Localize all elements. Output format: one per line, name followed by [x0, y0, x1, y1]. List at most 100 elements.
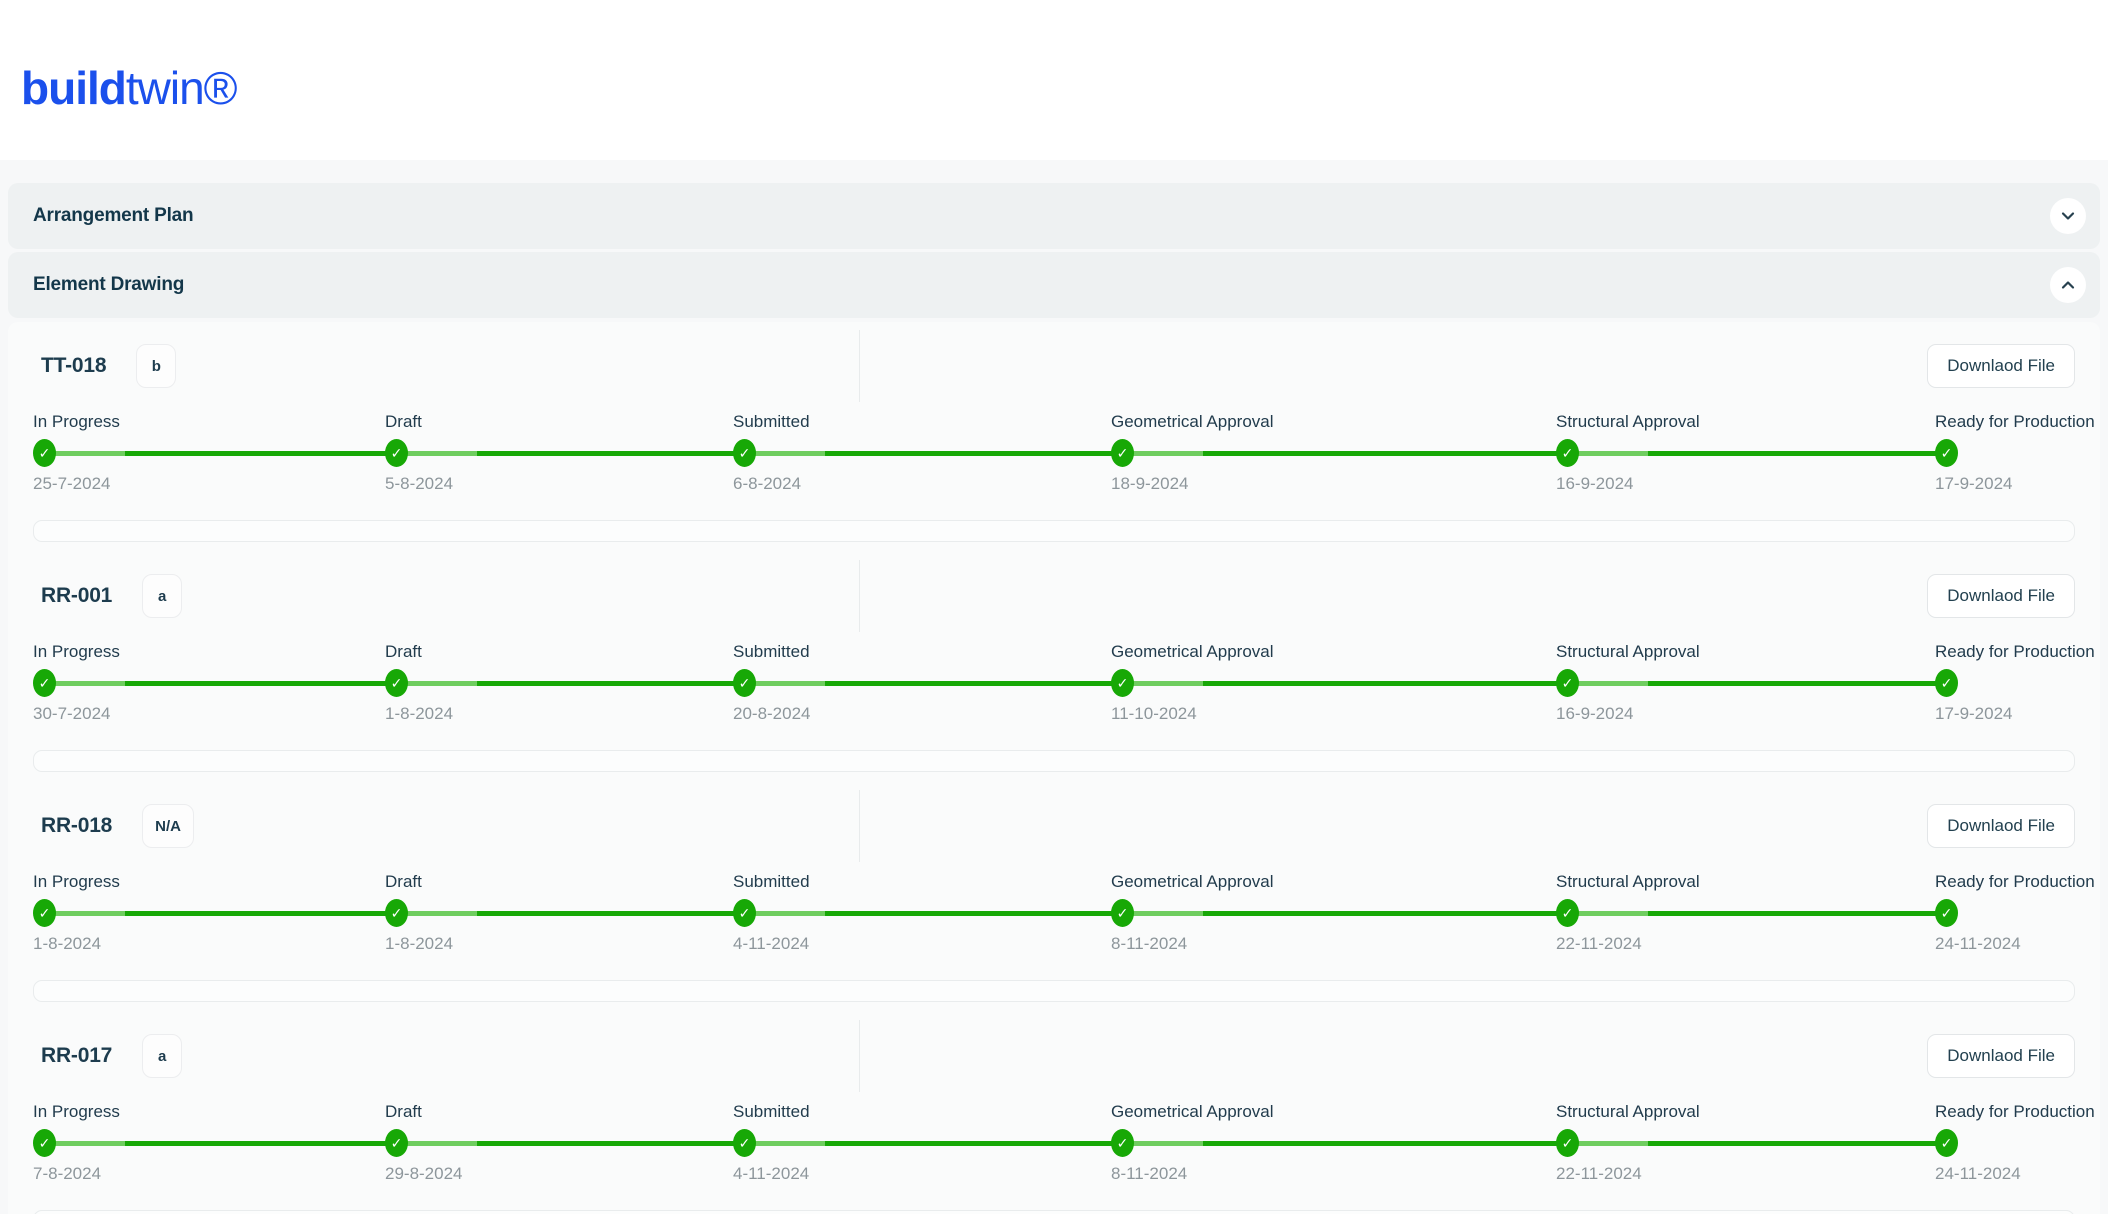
check-icon: ✓	[385, 669, 408, 697]
timeline-step: In Progress ✓ 30-7-2024	[33, 640, 397, 724]
check-icon: ✓	[1111, 439, 1134, 467]
logo-text-bold: build	[21, 62, 127, 114]
step-connector	[405, 910, 745, 916]
step-node: ✓	[1935, 1128, 2095, 1158]
step-date: 8-11-2024	[1111, 1164, 1188, 1183]
check-icon: ✓	[33, 669, 56, 697]
step-node: ✓	[385, 1128, 745, 1158]
check-icon: ✓	[1556, 899, 1579, 927]
chevron-down-icon[interactable]	[2050, 198, 2086, 234]
step-date: 8-11-2024	[1111, 934, 1188, 953]
step-node: ✓	[1935, 438, 2095, 468]
timeline-step: Submitted ✓ 4-11-2024	[733, 1100, 1123, 1184]
step-connector	[1576, 910, 1947, 916]
step-node: ✓	[385, 898, 745, 928]
element-card: RR-001 a Downlaod File In Progress ✓ 30-…	[8, 552, 2100, 782]
check-icon: ✓	[733, 439, 756, 467]
card-header-left: RR-001 a	[33, 560, 860, 632]
timeline-step: Structural Approval ✓ 16-9-2024	[1556, 640, 1947, 724]
step-label: Submitted	[733, 412, 810, 431]
download-file-button[interactable]: Downlaod File	[1927, 1034, 2075, 1078]
step-label: Draft	[385, 642, 422, 661]
timeline-step: Draft ✓ 5-8-2024	[385, 410, 745, 494]
timeline-step: Ready for Production ✓ 17-9-2024	[1935, 410, 2095, 494]
card-header: RR-001 a Downlaod File	[33, 560, 2075, 632]
comment-bar	[33, 980, 2075, 1002]
timeline-step: In Progress ✓ 25-7-2024	[33, 410, 397, 494]
buildtwin-logo: buildtwin®	[21, 56, 238, 120]
step-label: Submitted	[733, 872, 810, 891]
card-header-right: Downlaod File	[860, 560, 2075, 632]
card-header: TT-018 b Downlaod File	[33, 330, 2075, 402]
accordion-title: Element Drawing	[33, 274, 185, 295]
step-label: Ready for Production	[1935, 642, 2095, 661]
step-label: Submitted	[733, 1102, 810, 1121]
timeline-step: Ready for Production ✓ 24-11-2024	[1935, 1100, 2095, 1184]
accordion-element-drawing[interactable]: Element Drawing	[8, 252, 2100, 318]
step-connector	[753, 910, 1123, 916]
step-date: 24-11-2024	[1935, 1164, 2021, 1183]
step-connector	[753, 680, 1123, 686]
check-icon: ✓	[1111, 669, 1134, 697]
step-node: ✓	[1111, 438, 1568, 468]
step-label: Submitted	[733, 642, 810, 661]
step-date: 22-11-2024	[1556, 934, 1642, 953]
check-icon: ✓	[1111, 1129, 1134, 1157]
check-icon: ✓	[1935, 899, 1958, 927]
step-node: ✓	[1935, 668, 2095, 698]
status-timeline: In Progress ✓ 7-8-2024 Draft ✓ 29-8-2024…	[33, 1100, 2095, 1184]
step-label: In Progress	[33, 412, 120, 431]
step-connector	[1576, 450, 1947, 456]
timeline-step: Ready for Production ✓ 17-9-2024	[1935, 640, 2095, 724]
card-header-left: RR-018 N/A	[33, 790, 860, 862]
check-icon: ✓	[33, 439, 56, 467]
check-icon: ✓	[1111, 899, 1134, 927]
timeline-step: Draft ✓ 29-8-2024	[385, 1100, 745, 1184]
step-date: 4-11-2024	[733, 934, 810, 953]
step-date: 25-7-2024	[33, 474, 111, 493]
step-node: ✓	[1111, 1128, 1568, 1158]
status-timeline: In Progress ✓ 1-8-2024 Draft ✓ 1-8-2024 …	[33, 870, 2095, 954]
step-label: Draft	[385, 1102, 422, 1121]
timeline-step: Submitted ✓ 4-11-2024	[733, 870, 1123, 954]
step-node: ✓	[733, 668, 1123, 698]
step-node: ✓	[1556, 668, 1947, 698]
step-node: ✓	[733, 438, 1123, 468]
status-timeline: In Progress ✓ 30-7-2024 Draft ✓ 1-8-2024…	[33, 640, 2095, 724]
element-name: RR-017	[41, 1044, 113, 1067]
step-connector	[1131, 1140, 1568, 1146]
step-node: ✓	[1111, 898, 1568, 928]
check-icon: ✓	[1556, 669, 1579, 697]
step-node: ✓	[733, 1128, 1123, 1158]
element-name: RR-018	[41, 814, 113, 837]
timeline-step: Structural Approval ✓ 16-9-2024	[1556, 410, 1947, 494]
step-node: ✓	[1111, 668, 1568, 698]
timeline-step: Ready for Production ✓ 24-11-2024	[1935, 870, 2095, 954]
download-file-button[interactable]: Downlaod File	[1927, 574, 2075, 618]
chevron-up-icon[interactable]	[2050, 267, 2086, 303]
step-connector	[53, 1140, 397, 1146]
step-date: 18-9-2024	[1111, 474, 1189, 493]
download-file-button[interactable]: Downlaod File	[1927, 344, 2075, 388]
element-card: TT-018 b Downlaod File In Progress ✓ 25-…	[8, 322, 2100, 552]
download-file-button[interactable]: Downlaod File	[1927, 804, 2075, 848]
step-node: ✓	[33, 1128, 397, 1158]
step-date: 17-9-2024	[1935, 474, 2013, 493]
step-date: 11-10-2024	[1111, 704, 1197, 723]
step-date: 30-7-2024	[33, 704, 111, 723]
comment-bar	[33, 750, 2075, 772]
step-date: 5-8-2024	[385, 474, 454, 493]
step-node: ✓	[33, 898, 397, 928]
step-date: 22-11-2024	[1556, 1164, 1642, 1183]
status-timeline: In Progress ✓ 25-7-2024 Draft ✓ 5-8-2024…	[33, 410, 2095, 494]
step-label: In Progress	[33, 642, 120, 661]
check-icon: ✓	[1935, 1129, 1958, 1157]
element-revision-badge: a	[142, 574, 183, 618]
step-connector	[53, 910, 397, 916]
step-node: ✓	[733, 898, 1123, 928]
timeline-step: Geometrical Approval ✓ 8-11-2024	[1111, 1100, 1568, 1184]
card-header-right: Downlaod File	[860, 790, 2075, 862]
step-date: 29-8-2024	[385, 1164, 463, 1183]
step-node: ✓	[385, 438, 745, 468]
accordion-arrangement-plan[interactable]: Arrangement Plan	[8, 183, 2100, 249]
